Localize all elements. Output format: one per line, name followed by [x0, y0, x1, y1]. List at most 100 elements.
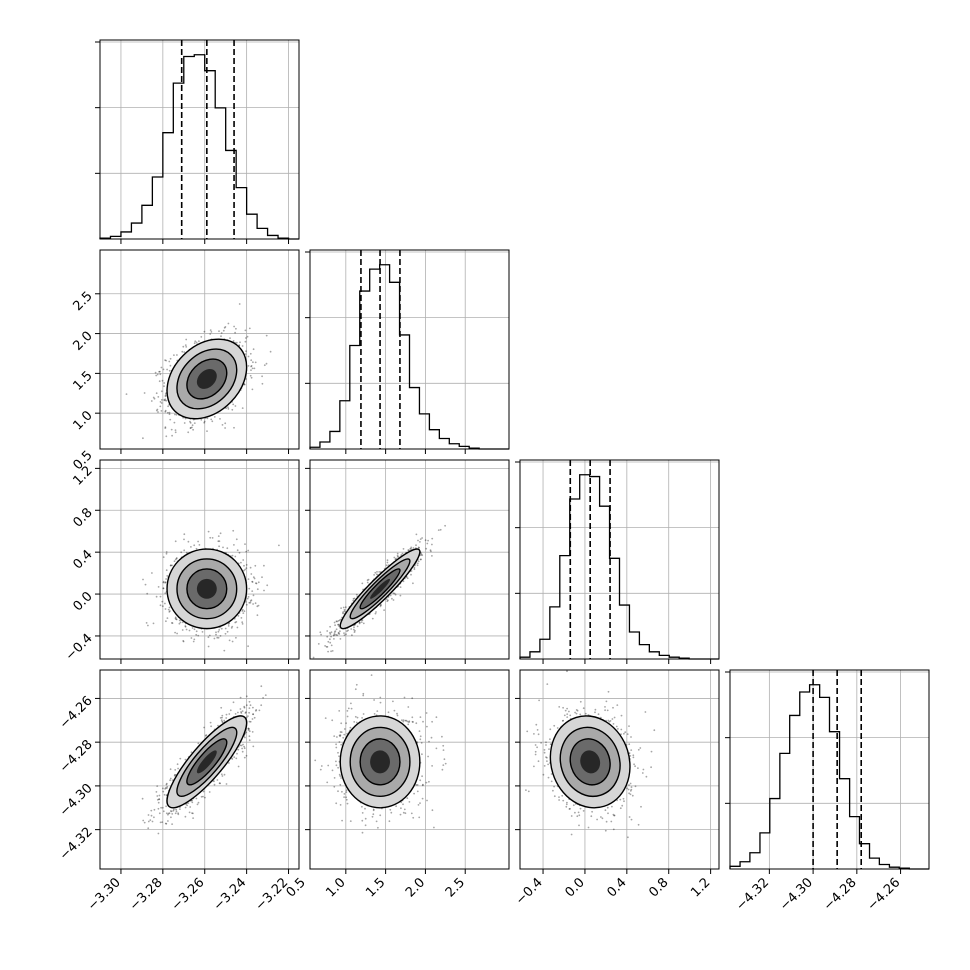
scatter-point: [219, 635, 222, 637]
scatter-point: [213, 637, 216, 640]
scatter-point: [242, 559, 245, 561]
scatter-point: [143, 821, 146, 824]
scatter-point: [412, 547, 415, 549]
scatter-point: [256, 588, 259, 591]
scatter-point: [221, 424, 224, 426]
scatter-point: [241, 610, 244, 612]
contour-line: [186, 568, 228, 610]
scatter-point: [150, 400, 153, 402]
scatter-point: [164, 392, 167, 395]
scatter-point: [410, 573, 412, 576]
scatter-point: [402, 548, 405, 550]
scatter-point: [347, 629, 349, 632]
scatter-point: [147, 814, 150, 816]
scatter-point: [195, 633, 198, 636]
scatter-point: [336, 620, 338, 623]
scatter-point: [189, 420, 191, 423]
scatter-point: [396, 554, 399, 557]
scatter-point: [175, 557, 178, 560]
scatter-point: [431, 555, 433, 557]
scatter-point: [164, 581, 167, 584]
scatter-point: [334, 630, 337, 632]
scatter-point: [235, 327, 237, 330]
scatter-point: [330, 644, 333, 647]
scatter-point: [159, 401, 162, 403]
scatter-point: [352, 599, 355, 602]
scatter-point: [168, 369, 171, 372]
scatter-point: [361, 582, 364, 585]
scatter-point: [256, 605, 259, 608]
scatter-point: [162, 581, 165, 584]
scatter-point: [317, 643, 320, 645]
scatter-point: [342, 612, 344, 615]
scatter-point: [386, 561, 389, 564]
scatter-point: [176, 632, 179, 635]
scatter-point: [219, 532, 222, 535]
scatter-point: [330, 650, 332, 653]
scatter-point: [353, 626, 355, 629]
scatter-point: [244, 568, 247, 571]
scatter-point: [245, 350, 247, 353]
scatter-point: [224, 326, 227, 328]
scatter-point: [332, 634, 335, 637]
scatter-point: [184, 625, 187, 627]
histogram-gridlines-3: [725, 670, 929, 869]
scatter-point: [195, 547, 198, 550]
scatter-point: [179, 808, 181, 810]
scatter-point: [153, 808, 156, 811]
scatter-point: [353, 631, 356, 633]
scatter-point: [324, 645, 326, 647]
scatter-point: [157, 396, 160, 398]
histogram-0: [99, 54, 299, 240]
scatter-point: [164, 399, 166, 402]
scatter-point: [394, 558, 397, 561]
scatter-point: [333, 621, 336, 624]
scatter-point: [160, 366, 163, 369]
scatter-point: [173, 421, 176, 424]
scatter-point: [269, 350, 272, 353]
scatter-point: [330, 635, 332, 638]
scatter-point: [374, 571, 377, 574]
scatter-point: [247, 645, 250, 648]
scatter-point: [394, 593, 397, 596]
gridlines-2-1: [310, 460, 509, 659]
scatter-point: [243, 610, 246, 613]
scatter-point: [192, 428, 195, 431]
scatter-point: [197, 540, 200, 543]
scatter-point: [336, 634, 339, 637]
scatter-point: [164, 359, 167, 361]
scatter-point: [181, 350, 184, 353]
scatter-point: [188, 629, 191, 632]
scatter-point: [146, 592, 149, 595]
scatter-point: [208, 634, 211, 637]
scatter-point: [406, 577, 409, 580]
scatter-point: [165, 822, 168, 825]
scatter-point: [221, 714, 224, 717]
scatter-point: [159, 373, 162, 376]
scatter-point: [164, 395, 167, 398]
scatter-point: [415, 533, 418, 536]
scatter-point: [180, 551, 183, 554]
scatter-point: [188, 811, 191, 814]
scatter-point: [155, 392, 158, 395]
scatter-point: [234, 621, 237, 624]
scatter-point: [178, 619, 181, 622]
scatter-point: [337, 631, 340, 634]
scatter-point: [353, 597, 356, 600]
scatter-point: [189, 427, 192, 429]
scatter-point: [195, 341, 198, 344]
scatter-point: [197, 801, 200, 804]
scatter-point: [261, 382, 264, 385]
scatter-point: [165, 359, 168, 362]
scatter-point: [241, 750, 244, 753]
scatter-point: [421, 537, 423, 539]
scatter-point: [159, 595, 162, 598]
scatter-point: [250, 365, 253, 368]
scatter-point: [250, 573, 253, 575]
scatter-point: [240, 711, 242, 713]
scatter-point: [152, 622, 155, 625]
scatter-point: [244, 736, 246, 739]
scatter-point: [426, 542, 429, 545]
histogram-gridlines-0: [95, 40, 299, 239]
scatter-point: [164, 592, 167, 594]
